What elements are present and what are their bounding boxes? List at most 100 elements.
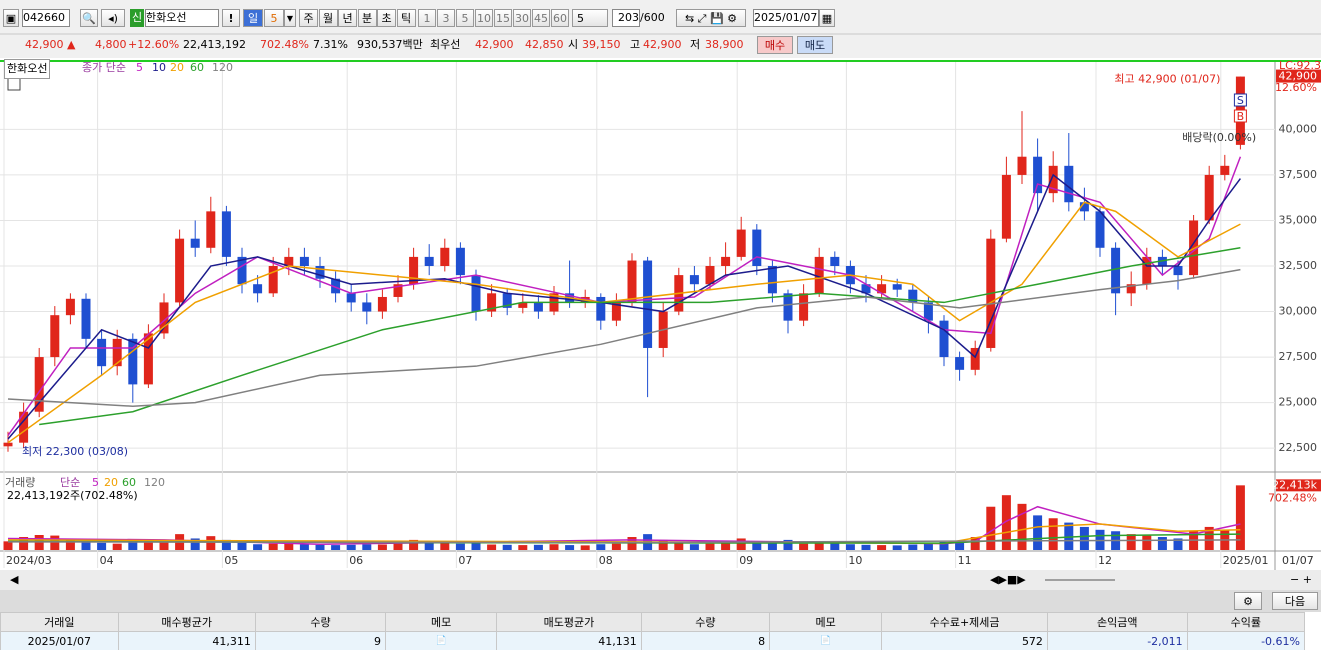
minute-button[interactable]: 10 xyxy=(475,9,493,27)
column-header: 매도평균가 xyxy=(496,612,642,632)
volume-bar xyxy=(799,543,809,550)
last-price: 42,900 xyxy=(1279,70,1318,83)
candle-body xyxy=(34,357,44,412)
candle-body xyxy=(1189,220,1199,276)
candle-body xyxy=(1204,174,1214,221)
search[interactable]: 🔍 xyxy=(80,9,98,27)
candle-body xyxy=(830,256,840,266)
scrollbar[interactable] xyxy=(0,570,1321,590)
last-volume-box xyxy=(1276,479,1321,492)
unit-button[interactable]: 주 xyxy=(299,9,318,27)
volume-bar xyxy=(268,543,278,550)
dropdown[interactable]: ▼ xyxy=(284,9,296,27)
candle-body xyxy=(643,260,653,348)
volume-bar xyxy=(908,544,918,550)
y-tick-label: 35,000 xyxy=(1279,213,1318,226)
volume-bar xyxy=(284,543,294,550)
table-cell: 572 xyxy=(881,631,1048,650)
scroll-left[interactable]: ◀ xyxy=(10,573,19,586)
candle-body xyxy=(346,293,356,303)
legend-entry: 60 xyxy=(122,476,136,489)
table-cell: 8 xyxy=(640,631,771,650)
volume-bar xyxy=(830,542,840,550)
alert[interactable]: ! xyxy=(222,9,240,27)
ma-label: 종가 단순 xyxy=(82,61,126,74)
y-tick-label: 32,500 xyxy=(1279,259,1318,272)
y-tick-label: 30,000 xyxy=(1279,305,1318,318)
lc-label: LC:92.3 xyxy=(1279,59,1321,72)
legend-entry: 20 xyxy=(104,476,118,489)
buy-button[interactable]: 매수 xyxy=(757,36,793,54)
candle-body xyxy=(65,298,75,316)
candle-body xyxy=(409,256,419,285)
minute-button[interactable]: 15 xyxy=(494,9,512,27)
name-input[interactable]: 한화오선 xyxy=(145,9,219,27)
chart-title: 한화오선 xyxy=(4,59,51,79)
sell-button[interactable]: 매도 xyxy=(797,36,833,54)
column-header: 거래일 xyxy=(0,612,119,632)
candle-body xyxy=(861,284,871,294)
code-input[interactable]: 042660 xyxy=(22,9,70,27)
period-button[interactable]: 일 xyxy=(243,9,263,27)
candle-body xyxy=(892,284,902,290)
date-input[interactable]: 2025/01/07 xyxy=(753,9,819,27)
volume-bar xyxy=(1157,537,1167,550)
candle-body xyxy=(736,229,746,257)
count-input[interactable]: 203 xyxy=(612,9,640,27)
panel-icon[interactable] xyxy=(7,77,21,91)
scroll-buttons[interactable]: ◀▶■▶ xyxy=(990,573,1026,586)
volume-bar xyxy=(752,541,762,550)
unit-button[interactable]: 월 xyxy=(318,9,338,27)
minute-button[interactable]: 60 xyxy=(551,9,569,27)
candle-body xyxy=(502,293,512,308)
candle-body xyxy=(487,293,497,312)
volume-bar xyxy=(221,539,231,550)
candle-body xyxy=(611,302,621,321)
candle-body xyxy=(955,357,965,370)
period-button[interactable]: 5 xyxy=(264,9,284,27)
candle-body xyxy=(315,266,325,279)
volume-bar xyxy=(65,539,75,550)
candle-body xyxy=(471,275,481,312)
candle-body xyxy=(1017,156,1027,175)
table-cell: 📄 xyxy=(385,631,498,650)
volume-bar xyxy=(955,541,965,550)
tool-icons[interactable]: ⇆ ⤢ 💾 ⚙ xyxy=(676,9,746,27)
volume-bar xyxy=(845,544,855,550)
last-volume: 22,413k xyxy=(1272,478,1317,491)
unit-button[interactable]: 년 xyxy=(338,9,357,27)
count-select[interactable]: 5 xyxy=(572,9,608,27)
sound[interactable]: ◂) xyxy=(101,9,125,27)
candle-body xyxy=(3,442,13,447)
zoom-buttons[interactable]: − + xyxy=(1290,573,1312,586)
candle-body xyxy=(331,278,341,294)
volume-bar xyxy=(783,539,793,550)
menu-icon[interactable]: ▣ xyxy=(3,9,19,27)
unit-button[interactable]: 틱 xyxy=(396,9,416,27)
minute-button[interactable]: 1 xyxy=(418,9,436,27)
settings[interactable]: ⚙ xyxy=(1234,592,1262,610)
calendar[interactable]: ▦ xyxy=(819,9,835,27)
column-header: 수익률 xyxy=(1186,612,1306,632)
quote-best-label: 최우선 xyxy=(430,38,461,51)
minute-button[interactable]: 3 xyxy=(437,9,455,27)
candle-body xyxy=(1001,174,1011,239)
minute-button[interactable]: 45 xyxy=(532,9,550,27)
candle-body xyxy=(970,347,980,370)
volume-bar xyxy=(1033,515,1043,550)
candle-body xyxy=(877,284,887,294)
minute-button[interactable]: 30 xyxy=(513,9,531,27)
volume-bar xyxy=(939,541,949,550)
minute-button[interactable]: 5 xyxy=(456,9,474,27)
candle-body xyxy=(1048,165,1058,194)
legend-entry: 120 xyxy=(212,61,233,74)
volume-bar xyxy=(1142,535,1152,550)
unit-button[interactable]: 분 xyxy=(357,9,377,27)
volume-bar xyxy=(206,536,216,550)
volume-bar xyxy=(19,537,29,550)
next-button[interactable]: 다음 xyxy=(1272,592,1318,610)
candle-body xyxy=(377,296,387,312)
candle-body xyxy=(721,256,731,266)
unit-button[interactable]: 초 xyxy=(377,9,396,27)
